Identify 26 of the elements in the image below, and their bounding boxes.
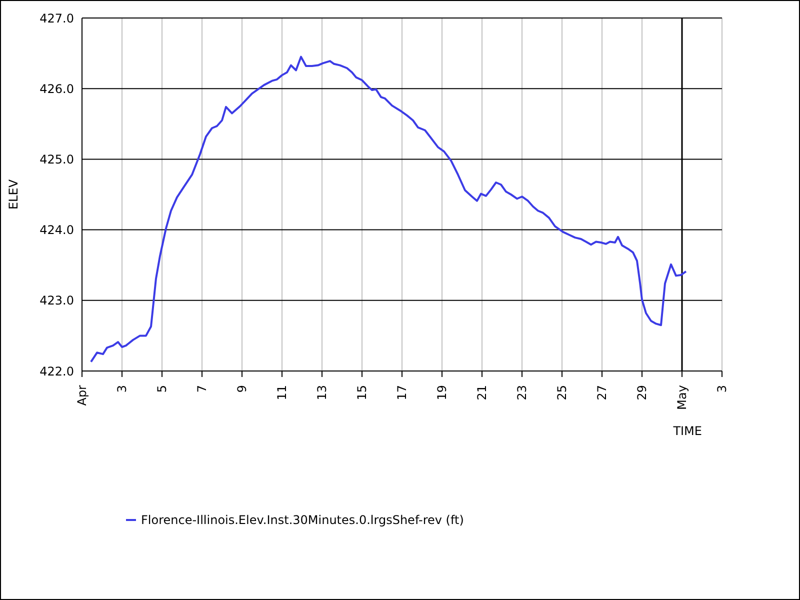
x-tick-label: 15 [355, 385, 369, 400]
y-tick-label: 426.0 [40, 82, 74, 96]
y-tick-label: 425.0 [40, 152, 74, 166]
y-tick-label: 422.0 [40, 364, 74, 378]
x-tick-label: 13 [315, 385, 329, 400]
x-tick-label: 3 [715, 385, 729, 393]
x-tick-label: May [675, 385, 689, 410]
y-tick-label: 427.0 [40, 11, 74, 26]
x-tick-label: 23 [515, 385, 529, 400]
x-tick-label: 11 [275, 385, 289, 400]
x-tick-label: 29 [635, 385, 649, 400]
x-tick-label: 21 [475, 385, 489, 400]
x-tick-label: 25 [555, 385, 569, 400]
y-tick-label: 423.0 [40, 294, 74, 308]
x-tick-label: 19 [435, 385, 449, 400]
x-tick-label: 17 [395, 385, 409, 400]
x-tick-label: 5 [155, 385, 169, 393]
x-tick-label: 27 [595, 385, 609, 400]
y-tick-label: 424.0 [40, 223, 74, 238]
y-axis-title: ELEV [6, 178, 20, 210]
x-tick-label: 7 [195, 385, 209, 393]
x-tick-label: 9 [235, 385, 249, 393]
x-tick-label: Apr [75, 384, 89, 406]
x-axis-title: TIME [672, 424, 702, 438]
x-tick-label: 3 [115, 385, 129, 393]
legend-label: Florence-Illinois.Elev.Inst.30Minutes.0.lrgsShef-rev (ft) [141, 513, 464, 527]
